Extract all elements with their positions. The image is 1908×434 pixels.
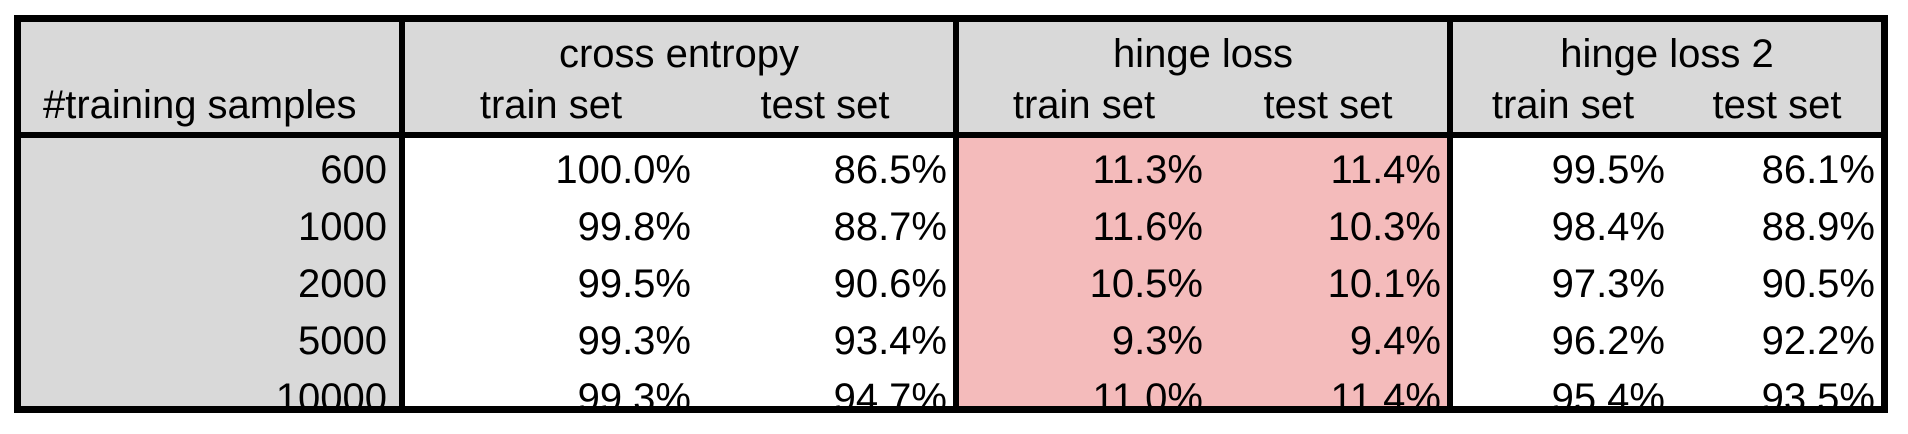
column-divider — [399, 22, 405, 406]
value-cell: 99.3% — [577, 376, 691, 420]
row-samples: 1000 — [298, 205, 387, 249]
subheader-hinge-train: train set — [1012, 83, 1156, 127]
value-cell: 11.6% — [1092, 205, 1203, 249]
value-cell: 11.3% — [1092, 148, 1203, 192]
subheader-ce-test: test set — [760, 83, 890, 127]
row-samples: 5000 — [298, 319, 387, 363]
header-divider — [21, 132, 1881, 138]
results-table: cross entropy hinge loss hinge loss 2 #t… — [14, 15, 1888, 418]
value-cell: 11.0% — [1092, 376, 1203, 420]
value-cell: 93.4% — [833, 319, 947, 363]
column-divider — [1447, 22, 1453, 406]
value-cell: 11.4% — [1330, 148, 1441, 192]
group-label-hinge-loss: hinge loss — [1112, 32, 1294, 76]
subheader-hinge2-test: test set — [1712, 83, 1842, 127]
value-cell: 96.2% — [1551, 319, 1665, 363]
value-cell: 9.3% — [1111, 319, 1203, 363]
value-cell: 11.4% — [1330, 376, 1441, 420]
column-divider — [953, 22, 959, 406]
value-cell: 97.3% — [1551, 262, 1665, 306]
value-cell: 10.3% — [1327, 205, 1441, 249]
value-cell: 92.2% — [1761, 319, 1875, 363]
group-label-cross-entropy: cross entropy — [558, 32, 800, 76]
value-cell: 94.7% — [833, 376, 947, 420]
value-cell: 88.9% — [1761, 205, 1875, 249]
value-cell: 90.5% — [1761, 262, 1875, 306]
value-cell: 99.3% — [577, 319, 691, 363]
hinge-loss-highlight — [953, 135, 1447, 406]
value-cell: 98.4% — [1551, 205, 1665, 249]
subheader-ce-train: train set — [479, 83, 623, 127]
value-cell: 88.7% — [833, 205, 947, 249]
row-samples: 600 — [320, 148, 387, 192]
header-background — [21, 22, 1881, 135]
row-header-label: #training samples — [43, 83, 357, 127]
value-cell: 10.5% — [1089, 262, 1203, 306]
value-cell: 95.4% — [1551, 376, 1665, 420]
row-header-background — [21, 135, 399, 406]
row-samples: 2000 — [298, 262, 387, 306]
value-cell: 99.5% — [577, 262, 691, 306]
subheader-hinge2-train: train set — [1491, 83, 1635, 127]
value-cell: 100.0% — [555, 148, 691, 192]
value-cell: 86.5% — [833, 148, 947, 192]
group-label-hinge-loss-2: hinge loss 2 — [1560, 32, 1774, 76]
value-cell: 86.1% — [1761, 148, 1875, 192]
subheader-hinge-test: test set — [1263, 83, 1393, 127]
value-cell: 99.5% — [1551, 148, 1665, 192]
value-cell: 10.1% — [1327, 262, 1441, 306]
row-samples: 10000 — [275, 376, 387, 420]
value-cell: 9.4% — [1349, 319, 1441, 363]
value-cell: 90.6% — [833, 262, 947, 306]
value-cell: 99.8% — [577, 205, 691, 249]
value-cell: 93.5% — [1761, 376, 1875, 420]
